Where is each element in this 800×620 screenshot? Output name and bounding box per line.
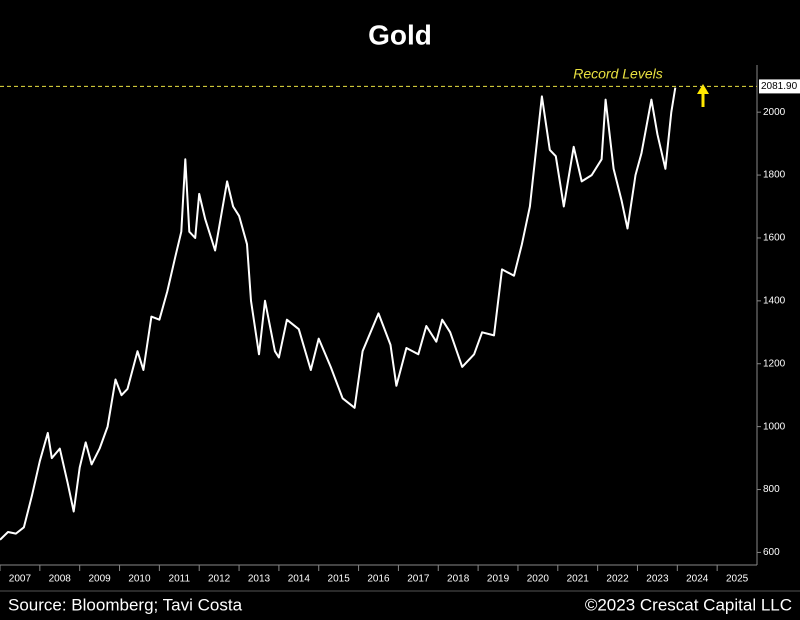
x-tick-label: 2007 xyxy=(9,574,32,585)
x-tick-label: 2018 xyxy=(447,574,470,585)
y-tick-label: 1200 xyxy=(763,358,786,369)
x-tick-label: 2015 xyxy=(328,574,351,585)
x-tick-label: 2012 xyxy=(208,574,231,585)
x-tick-label: 2019 xyxy=(487,574,510,585)
y-tick-label: 1600 xyxy=(763,233,786,244)
price-line xyxy=(0,87,677,541)
x-tick-label: 2023 xyxy=(646,574,669,585)
arrow xyxy=(697,84,709,107)
x-tick-label: 2021 xyxy=(567,574,590,585)
source: Source: Bloomberg; Tavi Costa xyxy=(8,595,243,614)
x-tick-label: 2008 xyxy=(49,574,72,585)
record-label-box xyxy=(759,79,800,94)
y-tick-label: 1800 xyxy=(763,170,786,181)
chart-title: Gold xyxy=(368,19,432,50)
y-tick-label: 800 xyxy=(763,484,780,495)
x-tick-label: 2017 xyxy=(407,574,430,585)
x-tick-label: 2025 xyxy=(726,574,749,585)
x-tick-label: 2016 xyxy=(367,574,390,585)
y-tick-label: 2000 xyxy=(763,107,786,118)
record-label: 2081.90 xyxy=(761,81,798,92)
y-tick-label: 1000 xyxy=(763,421,786,432)
x-tick-label: 2024 xyxy=(686,574,709,585)
x-tick-label: 2020 xyxy=(527,574,550,585)
x-tick-label: 2009 xyxy=(88,574,111,585)
x-tick-label: 2010 xyxy=(128,574,151,585)
copyright: ©2023 Crescat Capital LLC xyxy=(585,595,792,614)
annotation: Record Levels xyxy=(573,66,663,82)
x-tick-label: 2013 xyxy=(248,574,271,585)
y-tick-label: 1400 xyxy=(763,295,786,306)
x-tick-label: 2011 xyxy=(169,574,191,585)
x-tick-label: 2014 xyxy=(288,574,311,585)
y-tick-label: 600 xyxy=(763,547,780,558)
x-tick-label: 2022 xyxy=(606,574,629,585)
